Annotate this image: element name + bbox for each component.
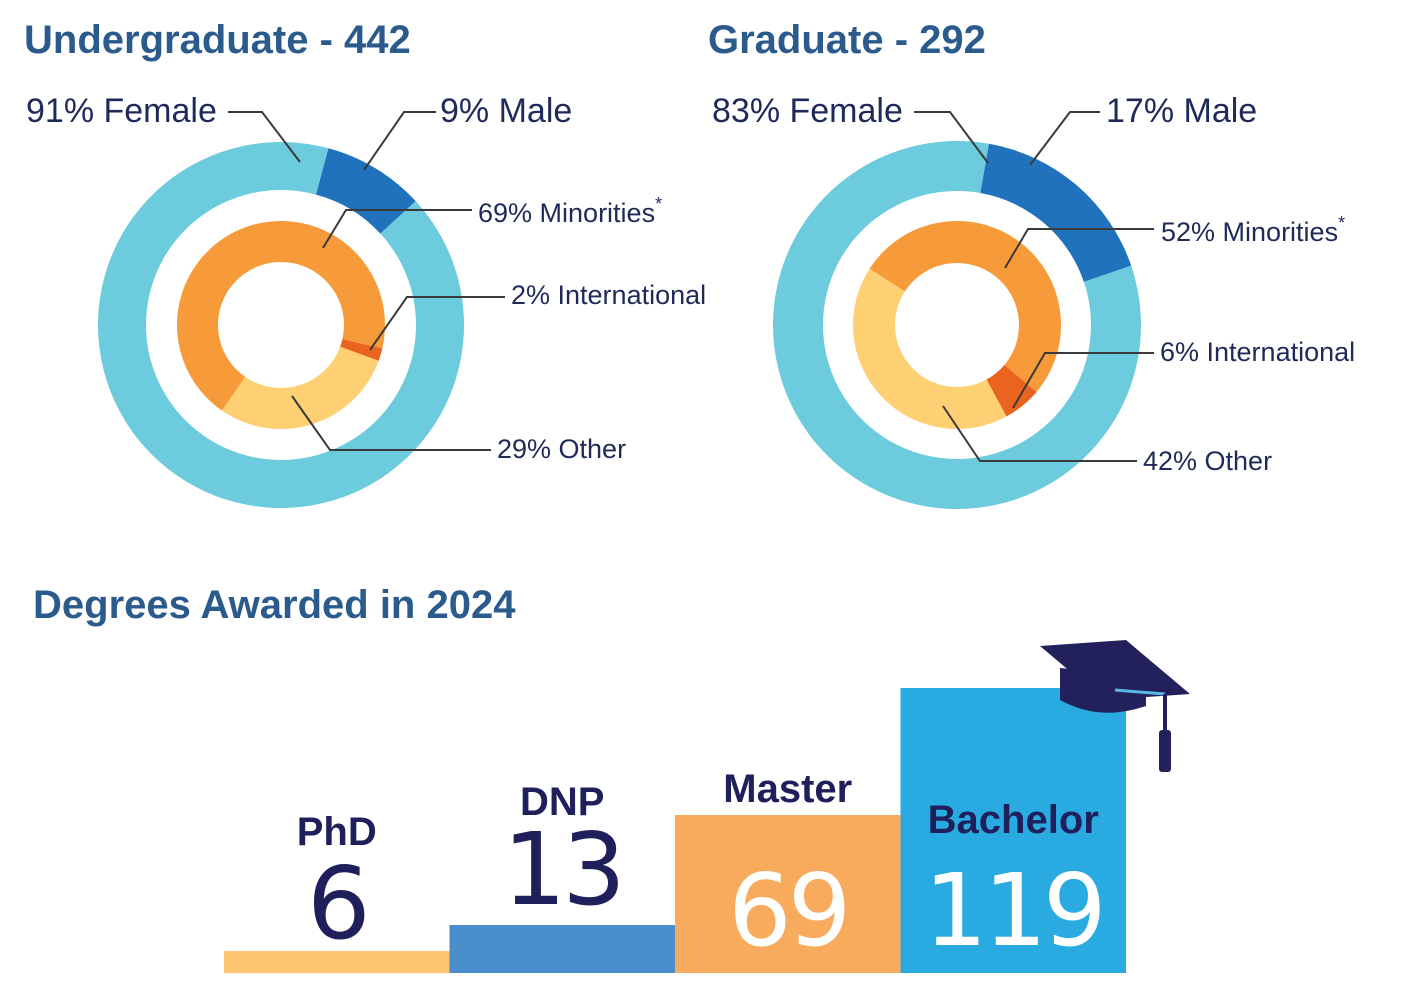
undergrad-inner-slice-other [221, 346, 379, 429]
undergrad-outer-slice-male [315, 148, 416, 234]
bar-dnp [449, 925, 675, 973]
undergrad-inner-slice-international [340, 339, 383, 361]
undergrad-label-other: 29% Other [497, 434, 626, 464]
bar-value-label-dnp: 13 [503, 811, 622, 928]
degrees-title: Degrees Awarded in 2024 [33, 583, 516, 627]
undergrad-leader-line-male [363, 111, 436, 171]
grad-label-minorities: 52% Minorities* [1161, 213, 1345, 247]
grad-asterisk-minorities: * [1338, 213, 1345, 233]
bar-category-label-master: Master [723, 767, 852, 811]
cap-base [1060, 668, 1146, 713]
grad-label-other: 42% Other [1143, 446, 1272, 476]
graduate-title: Graduate - 292 [708, 18, 986, 62]
grad-label-international: 6% International [1160, 337, 1355, 367]
grad-label-male: 17% Male [1106, 92, 1257, 130]
graduation-cap-icon [1040, 640, 1190, 772]
undergrad-label-female: 91% Female [26, 92, 217, 130]
undergrad-label-minorities: 69% Minorities* [478, 194, 662, 228]
undergrad-leader-line-international [369, 296, 505, 351]
grad-leader-line-international [1012, 352, 1154, 409]
grad-leader-line-minorities [1004, 228, 1154, 269]
undergrad-asterisk-minorities: * [655, 194, 662, 214]
undergraduate-donut-chart: 91% Female 9% Male 69% Minorities* 2% Inter… [26, 92, 706, 509]
undergrad-leader-line-other [291, 395, 491, 451]
grad-inner-slice-minorities [869, 221, 1061, 392]
bar-category-label-phd: PhD [297, 810, 377, 854]
undergraduate-title: Undergraduate - 442 [24, 18, 411, 62]
bar-master [675, 815, 901, 973]
graduate-donut-chart: 83% Female 17% Male 52% Minorities* 6% Inte… [712, 92, 1355, 509]
bar-bachelor [900, 688, 1126, 973]
undergrad-leader-line-minorities [322, 209, 472, 249]
bar-category-label-dnp: DNP [520, 780, 604, 824]
undergrad-label-male: 9% Male [440, 92, 572, 130]
undergrad-leader-line-female [228, 111, 301, 163]
bar-value-label-bachelor: 119 [924, 852, 1103, 969]
grad-inner-slice-other [853, 268, 1007, 429]
bar-category-label-bachelor: Bachelor [928, 798, 1099, 842]
grad-leader-line-other [942, 405, 1137, 462]
undergrad-inner-slice-minorities [177, 221, 386, 411]
cap-tassel [1159, 730, 1171, 772]
grad-leader-line-female [914, 111, 989, 164]
undergrad-label-international: 2% International [511, 280, 706, 310]
bar-value-label-master: 69 [728, 852, 847, 969]
cap-board [1040, 640, 1190, 700]
grad-leader-line-male [1029, 111, 1100, 166]
bar-value-label-phd: 6 [307, 845, 367, 962]
grad-outer-slice-male [980, 143, 1132, 282]
grad-inner-slice-international [986, 364, 1037, 417]
grad-label-female: 83% Female [712, 92, 903, 130]
bar-phd [224, 951, 450, 973]
cap-string [1114, 688, 1166, 696]
